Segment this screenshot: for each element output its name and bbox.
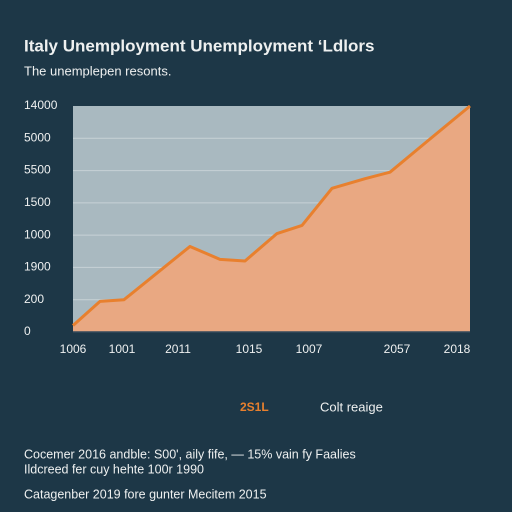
note: Ildcreed fer cuy hehte 100r 1990 (24, 462, 204, 476)
chart-subtitle: The unemplepen resonts. (24, 63, 171, 78)
x-tick-label: 1007 (296, 342, 323, 356)
y-tick-label: 5000 (24, 130, 51, 144)
y-tick-label: 1000 (24, 227, 51, 241)
x-tick-label: 2011 (165, 342, 191, 356)
y-tick-label: 1900 (24, 260, 51, 274)
x-tick-label: 2018 (444, 342, 471, 356)
y-tick-label: 14000 (24, 98, 58, 112)
legend-label: 2S1L (240, 400, 269, 414)
x-tick-label: 1006 (60, 342, 87, 356)
x-tick-label: 1001 (109, 342, 136, 356)
y-tick-label: 0 (24, 324, 31, 338)
note: Catagenber 2019 fore gunter Mecitem 2015 (24, 487, 267, 501)
y-tick-label: 200 (24, 292, 44, 306)
x-tick-label: 2057 (384, 342, 411, 356)
area (73, 106, 470, 332)
note: Cocemer 2016 andble: S00', aily fife, — … (24, 447, 356, 461)
y-tick-label: 5500 (24, 163, 51, 177)
x-tick-label: 1015 (236, 342, 263, 356)
chart-title: Italy Unemployment Unemployment ‘Ldlors (24, 36, 374, 55)
y-tick-label: 1500 (24, 195, 51, 209)
legend-label: Colt reaige (320, 399, 383, 414)
line (71, 104, 471, 327)
